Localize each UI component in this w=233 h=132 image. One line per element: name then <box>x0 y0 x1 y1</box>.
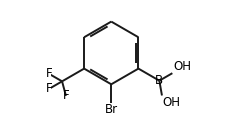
Text: F: F <box>63 89 69 102</box>
Text: B: B <box>155 74 163 87</box>
Text: OH: OH <box>163 96 181 109</box>
Text: F: F <box>46 82 52 95</box>
Text: F: F <box>46 67 52 80</box>
Text: OH: OH <box>173 60 191 72</box>
Text: Br: Br <box>105 103 118 116</box>
